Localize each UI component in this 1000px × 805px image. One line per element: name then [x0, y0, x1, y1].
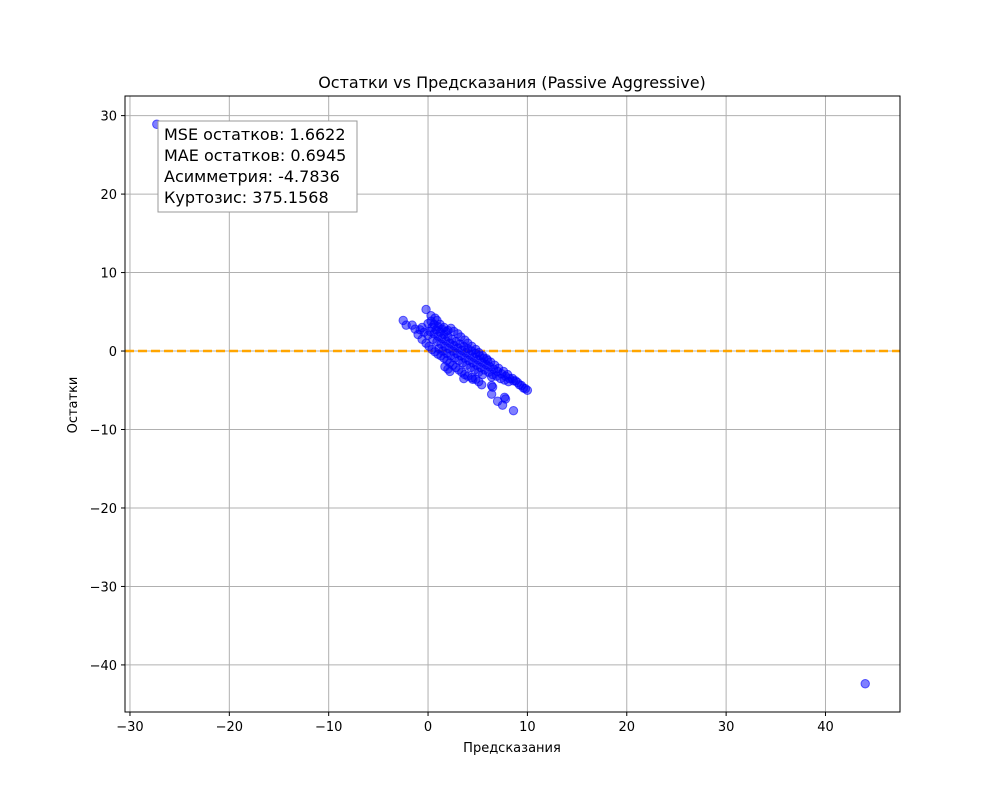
- plot-frame: [124, 95, 901, 713]
- x-tick-label: −20: [216, 720, 243, 735]
- x-tick-label: −30: [116, 720, 143, 735]
- data-point: [476, 380, 487, 390]
- data-point: [421, 304, 431, 315]
- data-point: [468, 374, 478, 384]
- stats-line-mse: MSE остатков: 1.6622: [164, 125, 346, 144]
- chart-title: Остатки vs Предсказания (Passive Aggress…: [318, 73, 706, 92]
- data-point: [459, 373, 469, 384]
- axis-ticks: −30 −20 −10 0 10 20 30 40 30 20 10 0 −10 −20 −30 −40: [90, 110, 834, 735]
- data-point: [486, 389, 497, 399]
- data-point: [508, 376, 519, 386]
- y-tick-label: −20: [90, 502, 117, 517]
- y-tick-label: −30: [90, 580, 117, 595]
- y-tick-label: −40: [90, 659, 117, 674]
- data-point: [441, 326, 451, 337]
- x-tick-label: −10: [315, 720, 342, 735]
- data-point: [477, 369, 488, 380]
- x-axis-label: Предсказания: [463, 741, 561, 756]
- stats-box-frame: [157, 120, 358, 213]
- x-tick-label: 40: [817, 720, 834, 735]
- data-point: [508, 405, 519, 416]
- stats-line-mae: MAE остатков: 0.6945: [164, 146, 346, 165]
- scatter-points: [152, 119, 870, 689]
- data-point: [423, 330, 433, 341]
- stats-box: MSE остатков: 1.6622 MAE остатков: 0.694…: [157, 120, 358, 213]
- data-point: [440, 362, 450, 372]
- y-tick-label: −10: [90, 424, 117, 439]
- y-axis-label: Остатки: [66, 377, 81, 434]
- data-point: [500, 394, 511, 404]
- x-tick-label: 0: [424, 720, 432, 735]
- data-point: [482, 355, 493, 366]
- y-tick-label: 30: [100, 110, 117, 125]
- y-tick-label: 0: [109, 345, 117, 360]
- y-tick-label: 10: [100, 267, 117, 282]
- data-point: [860, 679, 870, 689]
- y-tick-label: 20: [100, 188, 117, 203]
- x-tick-label: 20: [618, 720, 635, 735]
- stats-line-skewness: Асимметрия: -4.7836: [164, 167, 340, 186]
- x-tick-label: 10: [519, 720, 536, 735]
- stats-line-kurtosis: Куртозис: 375.1568: [164, 188, 329, 207]
- x-tick-label: 30: [718, 720, 735, 735]
